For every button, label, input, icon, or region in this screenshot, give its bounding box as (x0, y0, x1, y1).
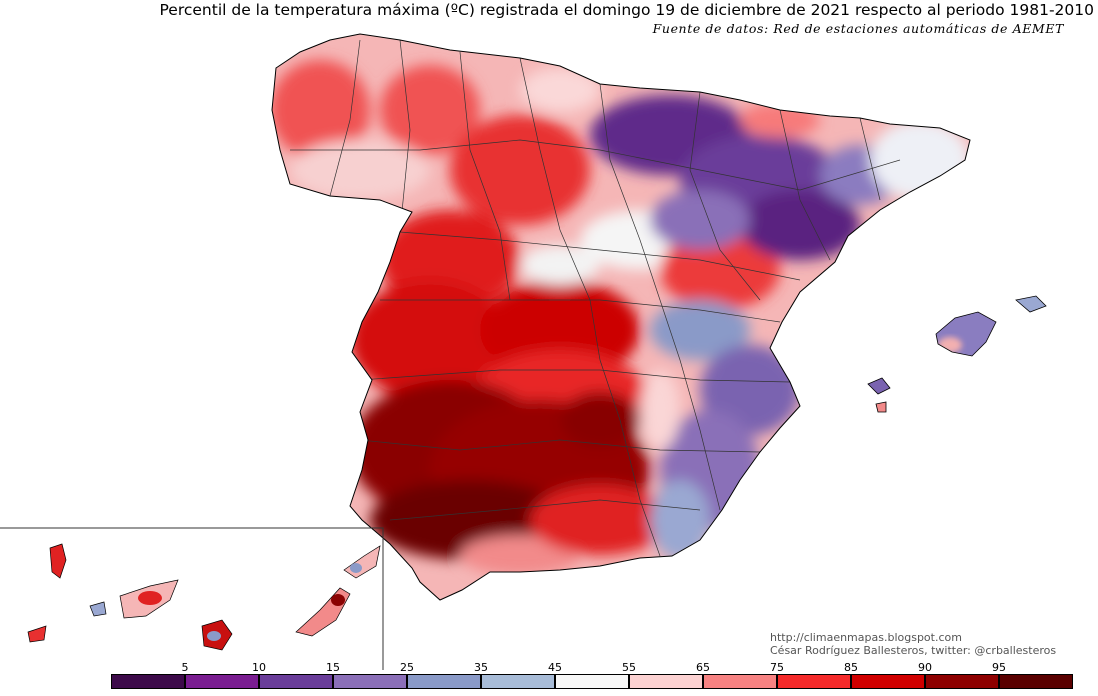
legend-tick-label: 90 (918, 661, 932, 674)
legend-tick-label: 35 (474, 661, 488, 674)
legend-swatch (629, 674, 703, 689)
legend-swatch (333, 674, 407, 689)
peninsula-field (272, 34, 970, 600)
legend-tick-label: 55 (622, 661, 636, 674)
legend-tick-label: 75 (770, 661, 784, 674)
legend-tick-label: 10 (252, 661, 266, 674)
legend-tick-label: 15 (326, 661, 340, 674)
legend-swatch (111, 674, 185, 689)
legend-swatch (555, 674, 629, 689)
percentile-map (0, 33, 1047, 670)
legend-tick-label: 95 (992, 661, 1006, 674)
legend-tick-label: 45 (548, 661, 562, 674)
legend-swatch (481, 674, 555, 689)
legend-swatch (999, 674, 1073, 689)
legend-swatch (185, 674, 259, 689)
legend-tick-label: 65 (696, 661, 710, 674)
credit-url: http://climaenmapas.blogspot.com (770, 631, 962, 644)
legend-swatch (703, 674, 777, 689)
legend-tick-label: 5 (181, 661, 189, 674)
legend-tick-label: 85 (844, 661, 858, 674)
map-subtitle: Fuente de datos: Red de estaciones autom… (652, 21, 1064, 36)
credit-author: César Rodríguez Ballesteros, twitter: @c… (770, 644, 1057, 657)
peninsula-outline (271, 33, 971, 601)
canary-islands-inset (0, 527, 384, 670)
legend-swatch (407, 674, 481, 689)
map-title: Percentil de la temperatura máxima (ºC) … (159, 1, 1094, 19)
legend-swatch (777, 674, 851, 689)
legend-swatch (925, 674, 999, 689)
legend-swatch (851, 674, 925, 689)
balearic-islands (867, 295, 1047, 413)
legend-swatch (259, 674, 333, 689)
legend-tick-label: 25 (400, 661, 414, 674)
province-borders (290, 39, 901, 557)
